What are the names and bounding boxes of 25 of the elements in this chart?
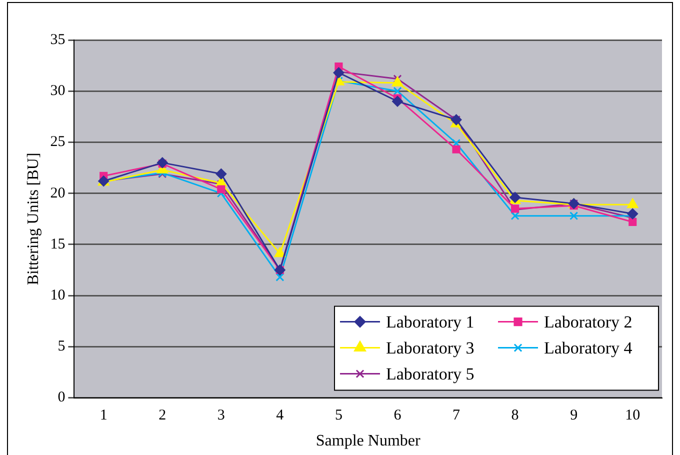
legend-label: Laboratory 1	[386, 312, 474, 332]
y-tick-label: 35	[50, 32, 66, 48]
y-tick-label: 20	[50, 185, 66, 202]
legend-label: Laboratory 2	[544, 312, 632, 332]
y-tick-label: 25	[50, 134, 66, 150]
x-tick-label: 1	[100, 408, 108, 424]
x-tick-label: 4	[276, 408, 284, 424]
y-tick-label: 10	[50, 288, 66, 304]
y-tick-label: 5	[58, 338, 66, 355]
legend-label: Laboratory 5	[386, 364, 474, 384]
x-tick-label: 3	[217, 408, 225, 424]
x-tick-label: 10	[625, 408, 640, 424]
y-tick-label: 0	[58, 390, 66, 406]
x-axis-title: Sample Number	[316, 432, 421, 450]
x-tick-label: 7	[452, 408, 461, 424]
x-tick-label: 8	[511, 408, 519, 424]
x-tick-label: 6	[394, 408, 402, 424]
y-tick-label: 15	[50, 236, 66, 252]
x-tick-label: 5	[334, 408, 342, 424]
x-tick-label: 2	[158, 408, 166, 424]
y-axis-title: Bittering Units [BU]	[24, 152, 42, 286]
x-tick-label: 9	[570, 408, 578, 424]
legend-label: Laboratory 3	[386, 338, 474, 358]
y-tick-label: 30	[50, 83, 66, 100]
legend-label: Laboratory 4	[544, 338, 633, 358]
